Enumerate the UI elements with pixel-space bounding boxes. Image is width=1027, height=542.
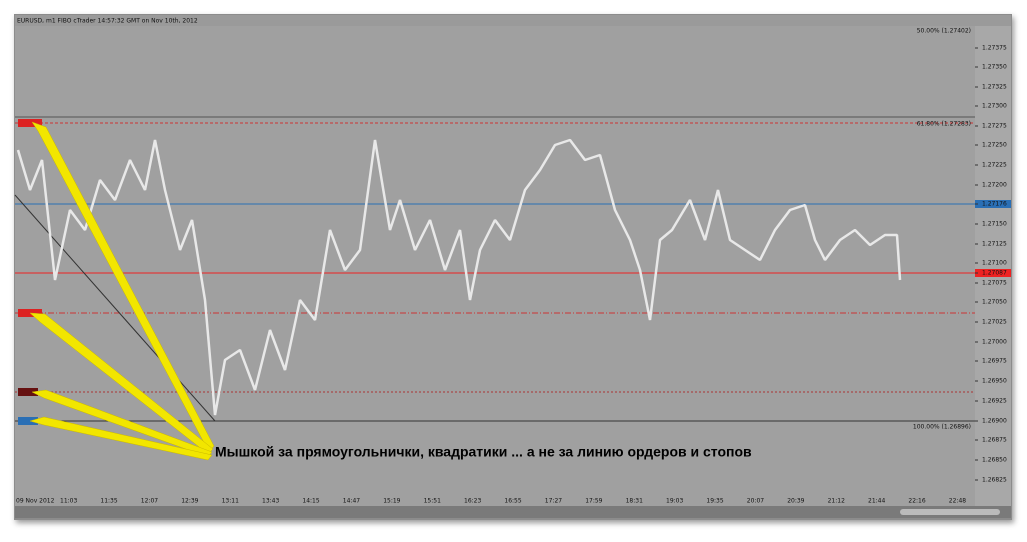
time-label: 20:07	[747, 498, 764, 505]
price-label: 1.26925	[982, 398, 1007, 405]
price-label: 1.27176	[982, 201, 1007, 208]
price-label: 1.26950	[982, 378, 1007, 385]
price-label: 1.27325	[982, 84, 1007, 91]
time-label: 17:27	[545, 498, 562, 505]
price-label: 1.27150	[982, 221, 1007, 228]
time-label: 11:03	[60, 498, 77, 505]
fibo-trend	[14, 194, 216, 422]
fibo-label: 50.00% (1.27402)	[917, 28, 971, 35]
scrollbar	[15, 506, 1011, 518]
price-label: 1.27225	[982, 162, 1007, 169]
time-label: 11:35	[100, 498, 117, 505]
price-label: 1.27000	[982, 339, 1007, 346]
time-label: 16:23	[464, 498, 481, 505]
fibo-label: 61.80% (1.27283)	[917, 121, 971, 128]
time-label: 14:15	[302, 498, 319, 505]
price-label: 1.27075	[982, 280, 1007, 287]
price-label: 1.27025	[982, 319, 1007, 326]
time-label: 19:03	[666, 498, 683, 505]
price-axis	[975, 26, 1011, 506]
window-title: EURUSD, m1 FIBO cTrader 14:57:32 GMT on …	[17, 18, 198, 25]
price-label: 1.27100	[982, 260, 1007, 267]
title-bar	[15, 15, 1011, 26]
sl-handle[interactable]	[18, 119, 42, 127]
price-label: 1.27125	[982, 241, 1007, 248]
price-label: 1.27300	[982, 103, 1007, 110]
ask-marker	[975, 269, 1011, 277]
annotation: Мышкой за прямоугольнички, квадратики ..…	[215, 444, 752, 460]
price-label: 1.26850	[982, 457, 1007, 464]
time-label: 12:39	[181, 498, 198, 505]
price-label: 1.27375	[982, 45, 1007, 52]
time-label: 15:19	[383, 498, 400, 505]
bid-marker	[975, 200, 1011, 208]
time-label: 13:11	[222, 498, 239, 505]
order-handle[interactable]	[18, 388, 38, 396]
fibo-label: 100.00% (1.26896)	[913, 424, 971, 431]
order-handle[interactable]	[18, 417, 38, 425]
price-label: 1.27250	[982, 142, 1007, 149]
price-series	[16, 138, 902, 416]
time-label: 12:07	[141, 498, 158, 505]
price-label: 1.26975	[982, 358, 1007, 365]
price-label: 1.26825	[982, 477, 1007, 484]
time-label: 21:44	[868, 498, 885, 505]
time-label: 22:48	[949, 498, 966, 505]
price-label: 1.26875	[982, 437, 1007, 444]
time-label: 20:39	[787, 498, 804, 505]
time-label: 09 Nov 2012	[16, 498, 55, 505]
price-label: 1.26900	[982, 418, 1007, 425]
time-label: 21:12	[828, 498, 845, 505]
price-label: 1.27275	[982, 123, 1007, 130]
arrows	[29, 121, 215, 461]
time-label: 19:35	[706, 498, 723, 505]
time-label: 17:59	[585, 498, 602, 505]
time-label: 22:16	[908, 498, 925, 505]
time-label: 14:47	[343, 498, 360, 505]
price-label: 1.27350	[982, 64, 1007, 71]
price-label: 1.27050	[982, 299, 1007, 306]
scroll-thumb[interactable]	[900, 509, 1000, 515]
time-label: 13:43	[262, 498, 279, 505]
price-label: 1.27087	[982, 270, 1007, 277]
time-label: 15:51	[424, 498, 441, 505]
time-label: 16:55	[504, 498, 521, 505]
price-label: 1.27200	[982, 182, 1007, 189]
time-label: 18:31	[626, 498, 643, 505]
